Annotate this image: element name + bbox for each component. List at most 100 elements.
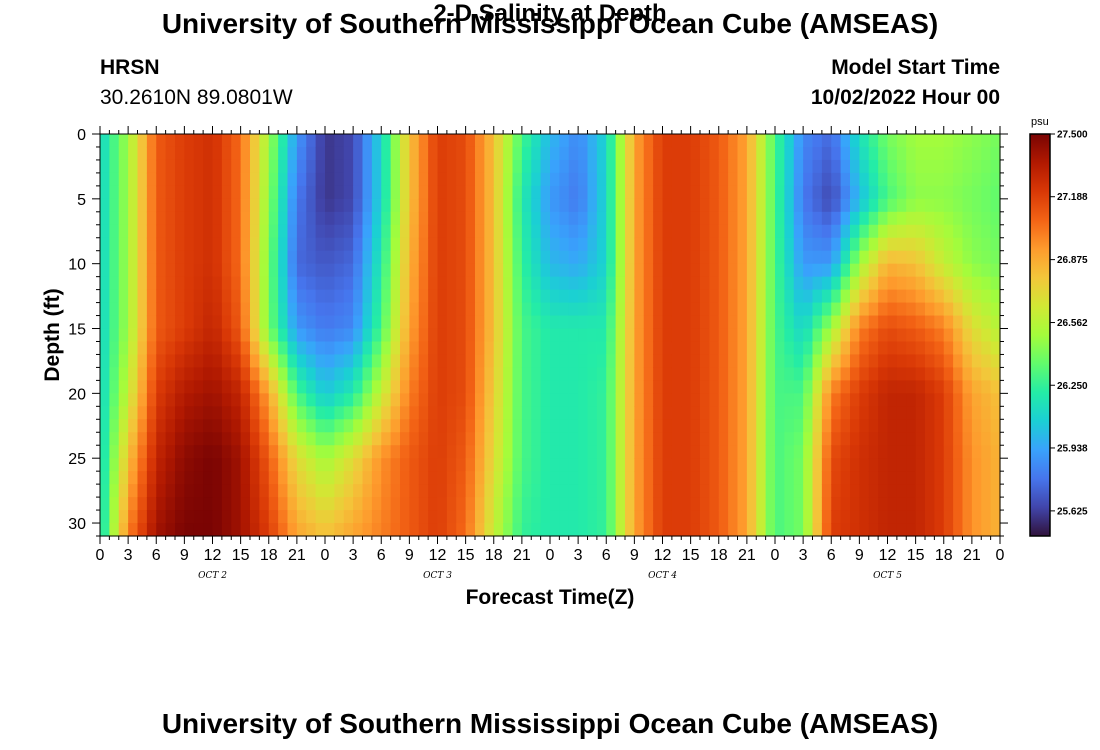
heat-cell (456, 497, 467, 511)
heat-cell (268, 458, 279, 472)
heat-cell (503, 185, 514, 200)
heat-cell (109, 484, 120, 498)
heat-cell (887, 224, 898, 239)
heat-cell (700, 328, 710, 343)
heat-cell (212, 510, 223, 524)
heat-cell (287, 172, 298, 187)
heat-cell (493, 198, 504, 213)
heat-cell (587, 432, 598, 446)
heat-cell (643, 289, 654, 304)
heat-cell (381, 393, 392, 407)
heat-cell (915, 445, 926, 459)
heat-cell (540, 484, 551, 498)
heat-cell (306, 315, 317, 330)
heat-cell (962, 159, 973, 174)
heat-cell (775, 354, 785, 369)
heat-cell (128, 302, 139, 317)
heat-cell (859, 172, 870, 187)
heat-cell (203, 302, 214, 317)
heat-cell (221, 419, 232, 433)
heat-cell (118, 198, 129, 213)
heat-cell (737, 497, 748, 511)
heat-cell (484, 289, 495, 304)
heat-cell (362, 328, 373, 343)
heat-cell (287, 276, 298, 291)
heat-cell (540, 198, 551, 213)
heat-cell (540, 146, 551, 161)
heat-cell (784, 134, 795, 148)
heat-cell (390, 380, 401, 394)
y-tick-label: 0 (77, 127, 86, 144)
heat-cell (465, 393, 476, 407)
heat-cell (587, 211, 598, 226)
heat-cell (268, 354, 279, 369)
heat-cell (634, 289, 645, 304)
heat-cell (306, 289, 317, 304)
heat-cell (437, 523, 448, 537)
heat-cell (325, 523, 335, 537)
heat-cell (390, 367, 401, 381)
heat-cell (521, 432, 532, 446)
heat-cell (456, 159, 467, 174)
heat-cell (400, 341, 410, 356)
heat-cell (475, 224, 485, 239)
heat-cell (981, 497, 992, 511)
heat-cell (343, 380, 354, 394)
heat-cell (990, 146, 1001, 161)
heat-cell (250, 302, 260, 317)
heat-cell (231, 458, 242, 472)
heat-cell (250, 198, 260, 213)
heat-cell (156, 393, 167, 407)
heat-cell (118, 523, 129, 537)
heat-cell (390, 523, 401, 537)
heat-cell (756, 471, 767, 485)
heat-cell (653, 198, 664, 213)
heat-cell (278, 146, 289, 161)
heat-cell (493, 484, 504, 498)
heat-cell (484, 471, 495, 485)
heat-cell (878, 445, 889, 459)
heat-cell (793, 276, 804, 291)
x-tick-label: 15 (232, 547, 250, 564)
heat-cell (953, 471, 964, 485)
heat-cell (915, 198, 926, 213)
heat-cell (700, 497, 710, 511)
heat-cell (465, 250, 476, 265)
heat-cell (990, 380, 1001, 394)
heat-cell (353, 146, 364, 161)
heat-cell (428, 510, 439, 524)
heat-cell (981, 419, 992, 433)
heat-cell (578, 484, 589, 498)
heat-cell (709, 341, 720, 356)
heat-cell (193, 172, 204, 187)
heat-cell (362, 159, 373, 174)
heat-cell (465, 458, 476, 472)
heat-cell (681, 419, 692, 433)
heat-cell (681, 211, 692, 226)
heat-cell (821, 224, 832, 239)
heat-cell (709, 510, 720, 524)
heat-cell (981, 406, 992, 420)
heat-cell (990, 172, 1001, 187)
heat-cell (521, 315, 532, 330)
heat-cell (578, 315, 589, 330)
heat-cell (193, 250, 204, 265)
heat-cell (737, 471, 748, 485)
x-tick-label: 6 (377, 547, 386, 564)
heat-cell (765, 328, 776, 343)
heat-cell (521, 237, 532, 252)
heat-cell (156, 237, 167, 252)
heat-cell (371, 263, 382, 278)
heat-cell (690, 419, 701, 433)
heat-cell (915, 393, 926, 407)
heat-cell (934, 134, 945, 148)
heat-cell (793, 315, 804, 330)
heat-cell (934, 393, 945, 407)
heat-cell (437, 380, 448, 394)
heat-cell (981, 146, 992, 161)
heat-cell (962, 367, 973, 381)
heat-cell (315, 497, 326, 511)
heat-cell (606, 484, 617, 498)
heat-cell (962, 250, 973, 265)
heat-cell (531, 224, 542, 239)
